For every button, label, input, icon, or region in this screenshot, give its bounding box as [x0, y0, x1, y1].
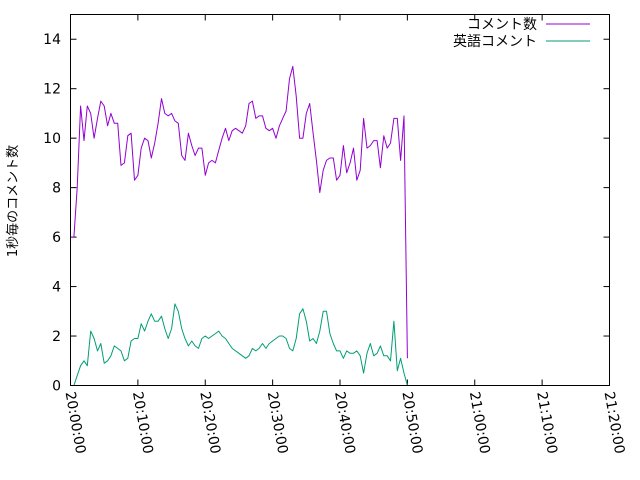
y-tick-label: 10: [43, 131, 61, 147]
x-axis-ticks: 20:00:00 20:10:00 20:20:00 20:30:00 20:40:00…: [62, 14, 628, 455]
x-tick-label: 21:00:00: [466, 390, 493, 455]
y-tick-label: 0: [52, 379, 61, 395]
legend-label: 英語コメント: [453, 33, 537, 50]
y-tick-label: 2: [52, 329, 61, 345]
y-tick-label: 12: [43, 82, 61, 98]
plot-area: [70, 65, 408, 386]
plot-border: [70, 14, 610, 386]
series-line-1: [70, 303, 408, 386]
x-tick-label: 21:10:00: [533, 390, 560, 455]
x-tick-label: 21:20:00: [601, 390, 628, 455]
y-tick-label: 14: [43, 32, 61, 48]
y-tick-label: 6: [52, 230, 61, 246]
x-tick-label: 20:40:00: [331, 390, 358, 455]
x-tick-label: 20:00:00: [62, 390, 89, 455]
x-tick-label: 20:30:00: [264, 390, 291, 455]
legend-label: コメント数: [467, 17, 537, 33]
x-tick-label: 20:10:00: [129, 390, 156, 455]
y-axis-label: 1秒毎のコメント数: [5, 145, 21, 257]
y-tick-label: 4: [52, 280, 61, 296]
series-line-0: [70, 65, 408, 359]
y-axis-ticks: 0 2 4 6 8 10 12 14: [43, 32, 610, 395]
y-tick-label: 8: [52, 181, 61, 197]
x-tick-label: 20:20:00: [196, 390, 223, 455]
x-tick-label: 20:50:00: [398, 390, 425, 455]
